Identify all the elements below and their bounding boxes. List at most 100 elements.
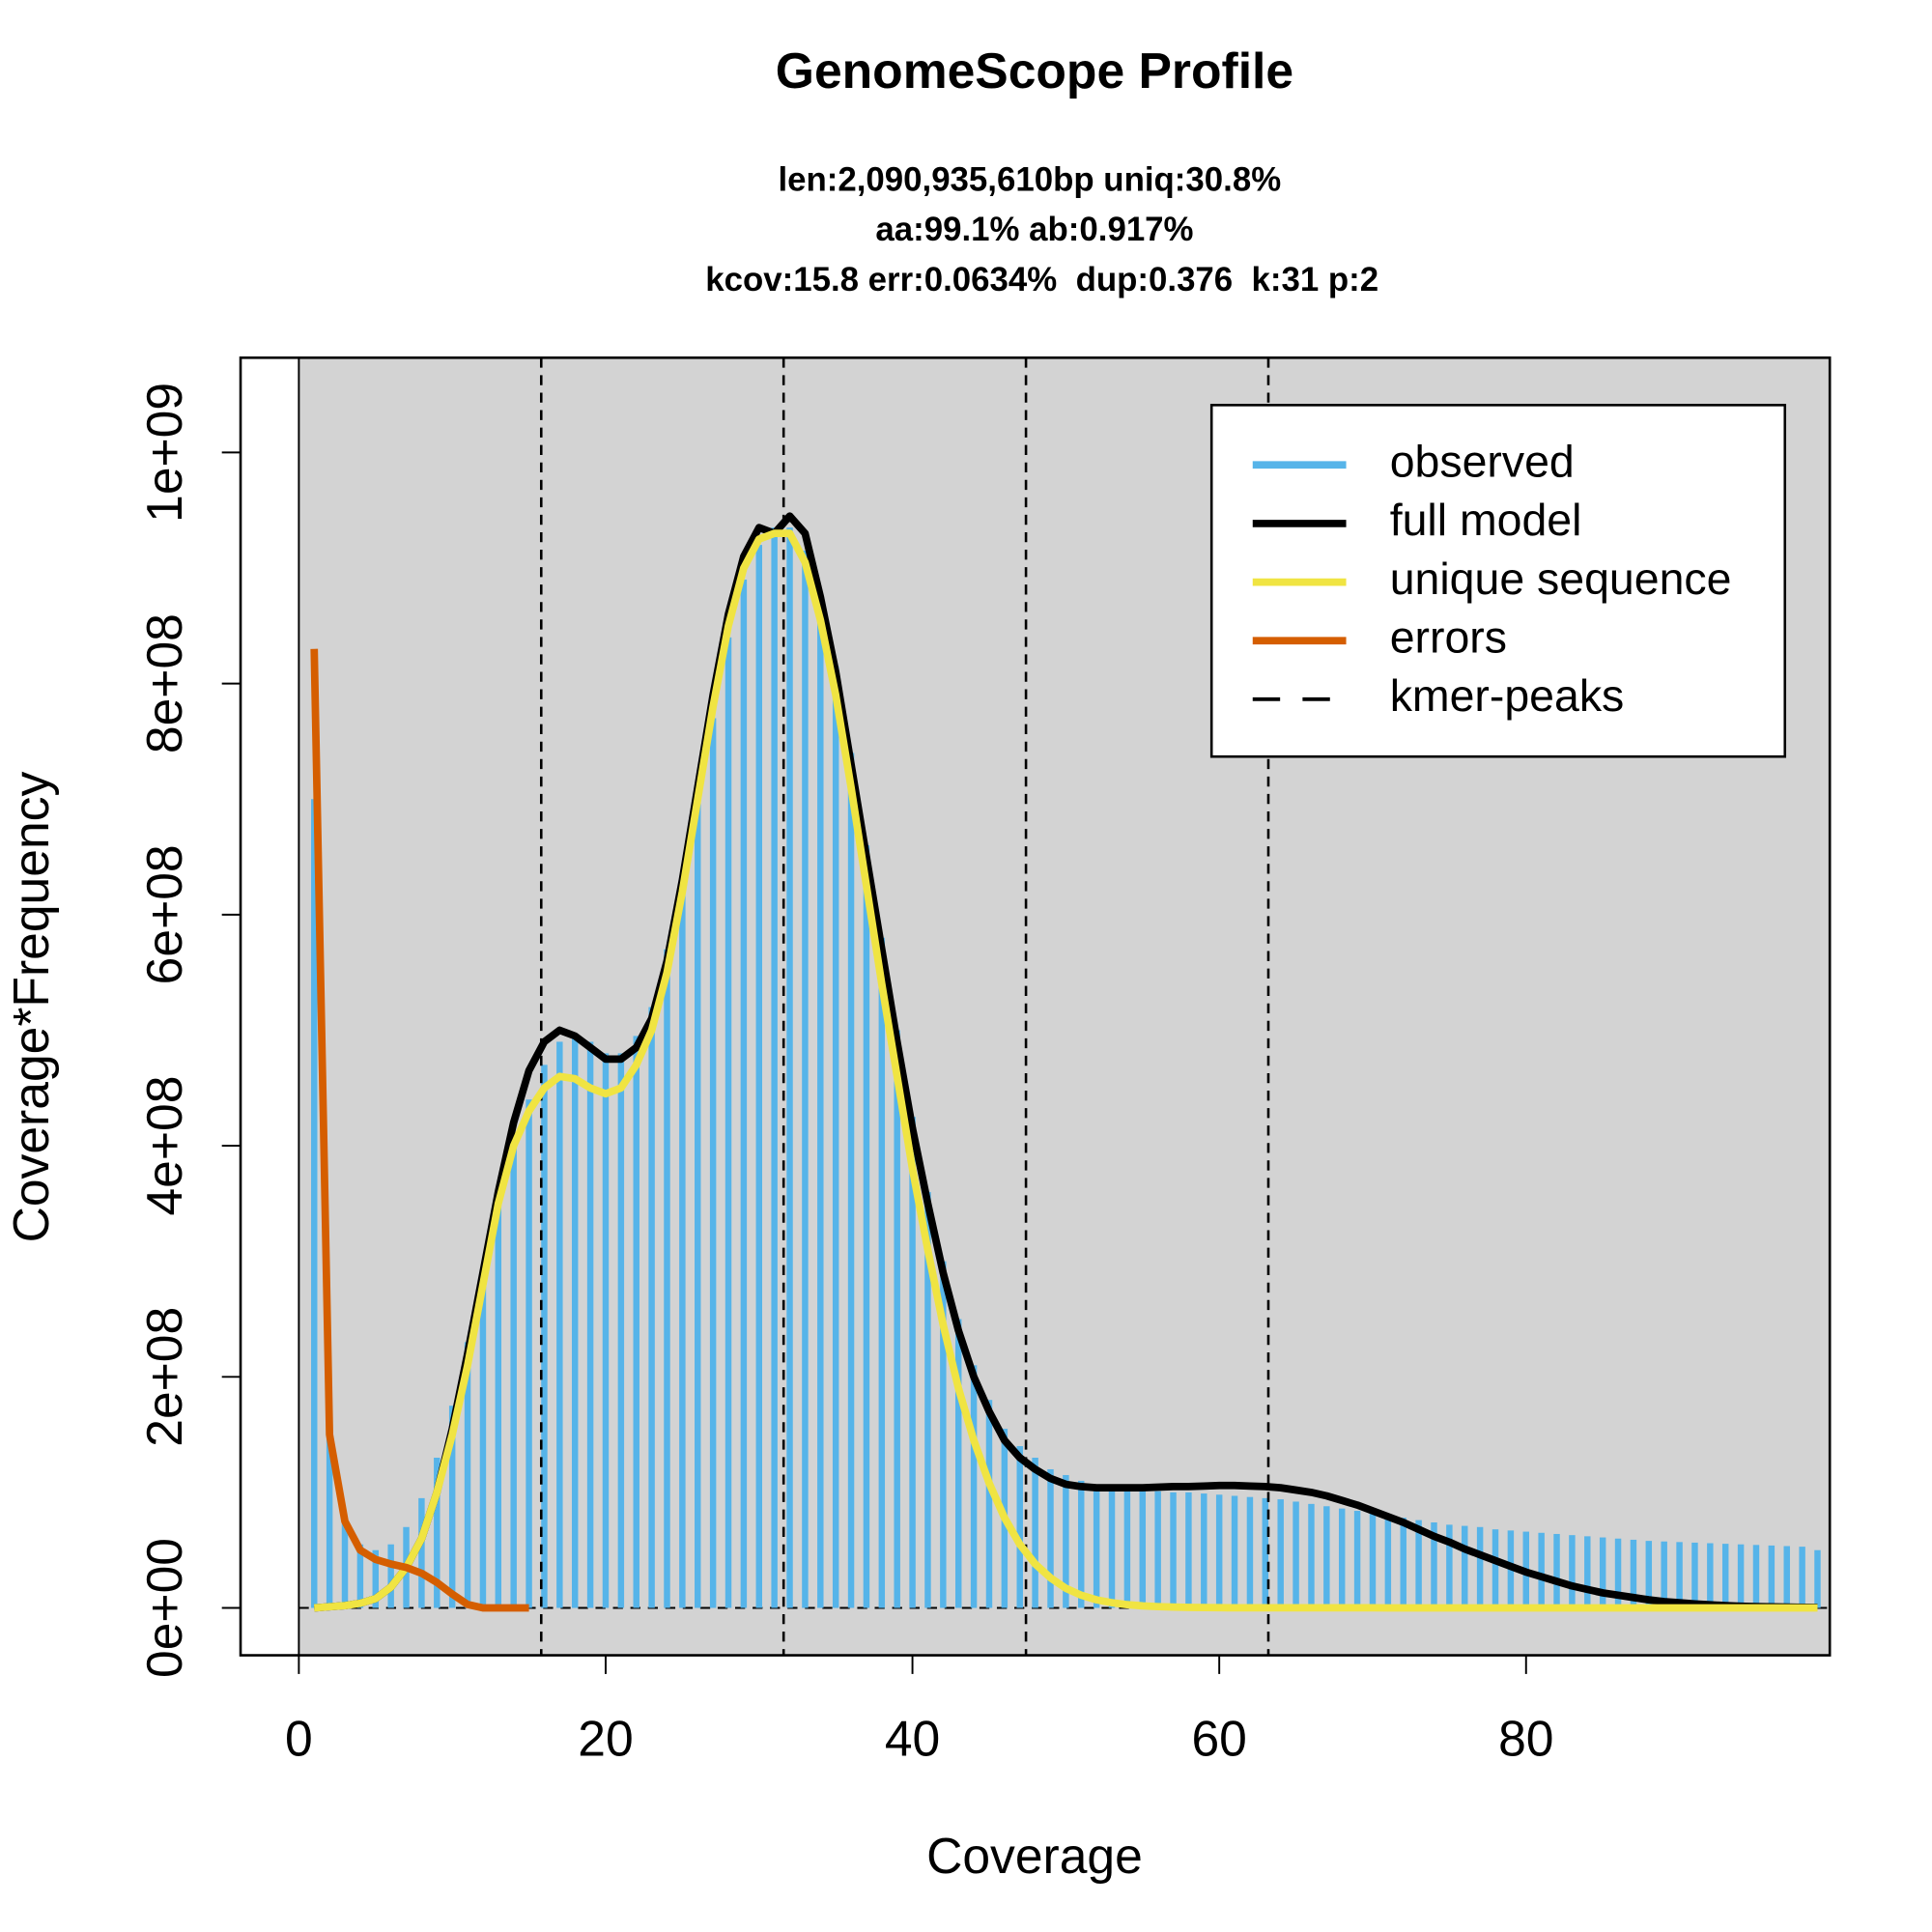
legend-label: observed — [1390, 437, 1575, 487]
bar — [863, 845, 870, 1608]
bar — [495, 1203, 502, 1608]
bar — [1553, 1533, 1560, 1608]
bar — [633, 1036, 639, 1608]
bar — [1569, 1535, 1576, 1608]
plot-frame — [239, 356, 1832, 1657]
y-tick-label: 8e+08 — [136, 613, 192, 753]
bar — [1308, 1503, 1315, 1608]
legend-label: full model — [1390, 495, 1582, 545]
bar — [1154, 1491, 1161, 1608]
bar — [1814, 1549, 1821, 1608]
bar — [1768, 1545, 1776, 1608]
bar — [602, 1053, 610, 1608]
y-tick-label: 6e+08 — [136, 844, 192, 984]
bar — [909, 1117, 916, 1608]
bar — [1707, 1543, 1714, 1608]
y-axis-title: Coverage*Frequency — [3, 772, 59, 1243]
x-tick-label: 60 — [1191, 1711, 1246, 1767]
bar — [571, 1036, 579, 1608]
bar — [755, 545, 762, 1608]
bar — [617, 1053, 625, 1608]
bar — [1139, 1490, 1146, 1608]
y-tick-label: 1e+09 — [136, 383, 192, 523]
bar — [1215, 1494, 1223, 1608]
y-tick-label: 4e+08 — [136, 1076, 192, 1216]
bar — [1078, 1480, 1085, 1608]
line — [313, 512, 1818, 1612]
bar — [1093, 1484, 1100, 1608]
bar — [1599, 1537, 1606, 1608]
x-tick-label: 80 — [1498, 1711, 1553, 1767]
bar — [970, 1365, 978, 1608]
legend-label: kmer-peaks — [1390, 670, 1625, 721]
bar — [695, 799, 701, 1608]
bar — [1446, 1524, 1453, 1608]
bar — [1400, 1518, 1406, 1608]
bar — [1353, 1511, 1361, 1608]
bar — [1032, 1458, 1038, 1608]
bar — [526, 1099, 532, 1608]
bar — [847, 753, 855, 1608]
bar — [924, 1191, 931, 1608]
bar — [954, 1319, 962, 1608]
bar — [1384, 1515, 1392, 1608]
bar — [1737, 1544, 1745, 1608]
subtitle: len:2,090,935,610bp uniq:30.8% — [778, 161, 1281, 199]
line — [310, 648, 529, 1612]
x-tick-label: 20 — [578, 1711, 633, 1767]
bar — [311, 799, 318, 1608]
bar — [556, 1041, 563, 1608]
bar — [1676, 1542, 1683, 1608]
bar — [1721, 1544, 1729, 1608]
bar — [1415, 1520, 1422, 1608]
bar — [1783, 1546, 1790, 1608]
bar — [1231, 1495, 1238, 1608]
bar — [1538, 1532, 1545, 1608]
bar — [1262, 1497, 1269, 1608]
bar — [387, 1544, 394, 1608]
bar — [1645, 1541, 1653, 1608]
bar — [724, 637, 732, 1608]
line — [313, 529, 1818, 1612]
bar — [648, 1007, 655, 1608]
bar — [817, 596, 824, 1608]
bar — [464, 1342, 471, 1608]
bar — [372, 1549, 380, 1608]
y-tick-label: 0e+00 — [136, 1538, 192, 1678]
legend-label: unique sequence — [1390, 554, 1732, 604]
bar — [1170, 1492, 1177, 1608]
x-tick-label: 0 — [285, 1711, 313, 1767]
bar — [510, 1146, 517, 1608]
bar — [356, 1544, 364, 1608]
bar — [1123, 1489, 1131, 1608]
bar — [1293, 1501, 1299, 1608]
bar — [985, 1400, 993, 1608]
subtitle: kcov:15.8 err:0.0634% dup:0.376 k:31 p:2 — [705, 261, 1378, 298]
bar — [1691, 1542, 1698, 1608]
bar — [1462, 1525, 1468, 1608]
bar — [1246, 1496, 1254, 1608]
bar — [1108, 1486, 1116, 1608]
y-tick-label: 2e+08 — [136, 1307, 192, 1447]
bar — [1047, 1468, 1054, 1608]
bar — [664, 949, 670, 1608]
bar — [1492, 1529, 1499, 1608]
bar — [418, 1497, 425, 1608]
bar — [1323, 1506, 1330, 1608]
bar — [586, 1041, 594, 1608]
bar — [940, 1261, 947, 1608]
bar — [878, 937, 886, 1608]
bar — [341, 1520, 349, 1608]
x-tick-label: 40 — [885, 1711, 940, 1767]
bar — [1799, 1547, 1805, 1608]
bar — [1201, 1493, 1208, 1608]
bar — [1063, 1474, 1069, 1608]
bar — [434, 1458, 440, 1608]
bar — [479, 1272, 487, 1608]
bar — [832, 666, 839, 1608]
bar — [1185, 1492, 1192, 1608]
x-axis-title: Coverage — [926, 1828, 1143, 1884]
bar — [1614, 1538, 1622, 1608]
bar — [771, 527, 778, 1608]
